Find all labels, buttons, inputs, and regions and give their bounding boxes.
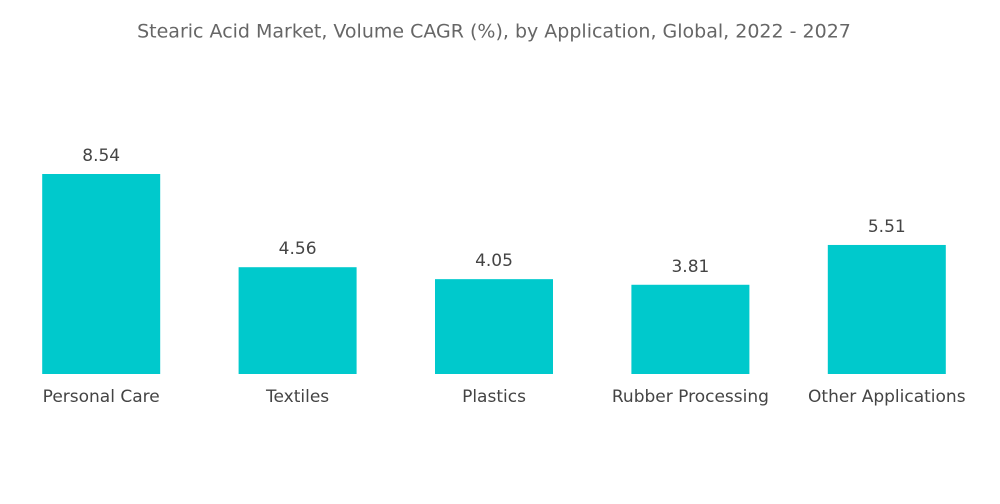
bar — [435, 279, 553, 374]
bar — [827, 244, 946, 374]
bar — [42, 174, 161, 374]
value-label: 4.56 — [279, 239, 317, 259]
value-label: 8.54 — [82, 146, 120, 166]
bar — [631, 284, 750, 374]
x-tick-label: Personal Care — [43, 387, 160, 407]
value-label: 5.51 — [868, 217, 906, 237]
x-tick-label: Plastics — [462, 387, 526, 407]
value-label: 3.81 — [671, 257, 709, 277]
bar — [238, 267, 357, 374]
chart-title: Stearic Acid Market, Volume CAGR (%), by… — [137, 21, 851, 43]
x-tick-label: Textiles — [265, 387, 329, 407]
value-label: 4.05 — [475, 251, 513, 271]
x-tick-label: Rubber Processing — [612, 387, 769, 407]
x-tick-label: Other Applications — [808, 387, 966, 407]
